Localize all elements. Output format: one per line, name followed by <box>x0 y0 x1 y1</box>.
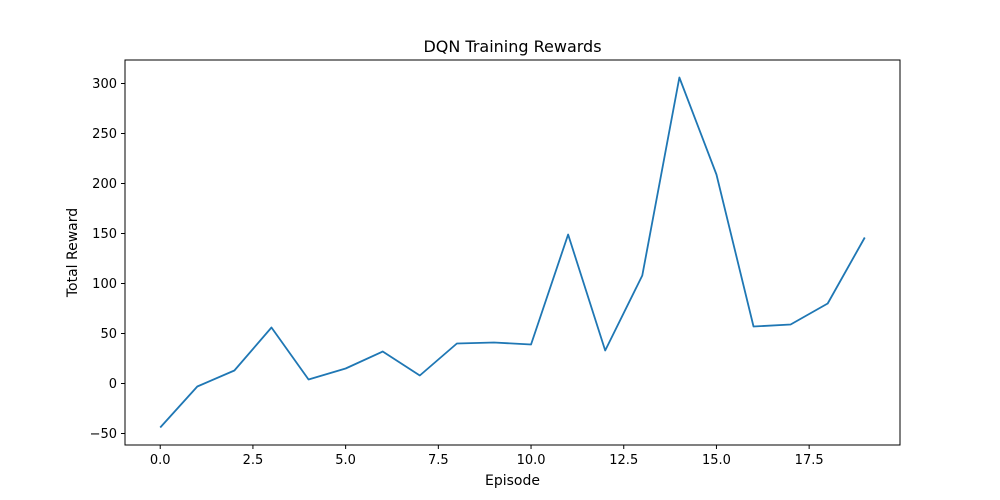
y-tick-label: 250 <box>92 127 117 142</box>
plot-area <box>125 60 900 445</box>
y-tick-label: 0 <box>109 377 117 392</box>
y-tick-label: 300 <box>92 77 117 92</box>
series-line-0 <box>159 76 866 429</box>
x-tick-label: 10.0 <box>517 453 546 468</box>
x-tick-label: 12.5 <box>609 453 638 468</box>
plot-frame <box>124 59 901 446</box>
x-axis-label: Episode <box>485 473 540 489</box>
marks-layer <box>159 76 866 429</box>
y-tick-label: 150 <box>92 227 117 242</box>
y-tick-label: −50 <box>90 427 117 442</box>
x-tick-label: 17.5 <box>795 453 824 468</box>
y-tick-label: 200 <box>92 177 117 192</box>
ticks-layer: 0.0 2.5 5.0 7.5 10.0 12.5 15.0 17.5 −50 0 50 100 150… <box>90 77 824 468</box>
x-tick-label: 5.0 <box>335 453 356 468</box>
x-tick-label: 0.0 <box>150 453 171 468</box>
chart-title: DQN Training Rewards <box>423 37 601 56</box>
y-axis-label: Total Reward <box>65 208 81 298</box>
x-tick-label: 7.5 <box>428 453 449 468</box>
x-tick-label: 15.0 <box>702 453 731 468</box>
y-tick-label: 100 <box>92 277 117 292</box>
x-tick-label: 2.5 <box>243 453 264 468</box>
y-tick-label: 50 <box>100 327 117 342</box>
